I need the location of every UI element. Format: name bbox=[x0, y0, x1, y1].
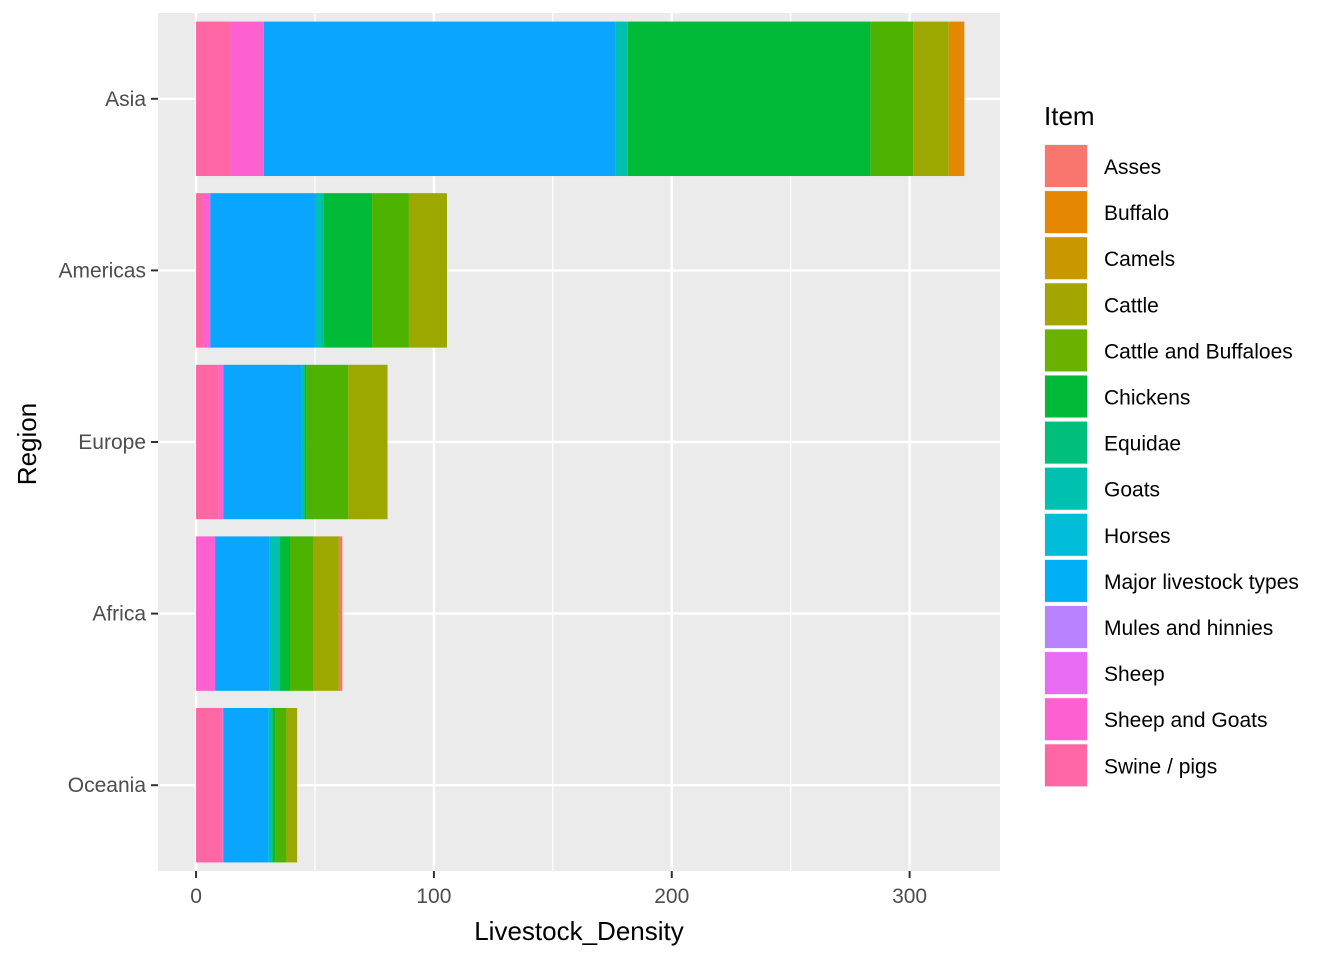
legend-swatch bbox=[1045, 375, 1087, 418]
legend-label: Goats bbox=[1104, 479, 1160, 502]
x-tick-label: 300 bbox=[892, 885, 927, 908]
bar-europe-swine-pigs bbox=[196, 364, 219, 520]
x-tick-label: 200 bbox=[654, 885, 689, 908]
legend-label: Cattle and Buffaloes bbox=[1104, 340, 1293, 363]
legend-title: Item bbox=[1044, 101, 1095, 131]
legend-swatch bbox=[1045, 283, 1087, 326]
y-tick-label: Asia bbox=[105, 88, 146, 111]
bar-europe-goats bbox=[301, 364, 305, 520]
bar-asia-cattle bbox=[913, 21, 949, 177]
x-tick-label: 100 bbox=[416, 885, 451, 908]
bar-americas-major-livestock-types bbox=[210, 193, 315, 348]
legend-swatch bbox=[1045, 652, 1087, 695]
legend-label: Mules and hinnies bbox=[1104, 617, 1273, 640]
legend-swatch bbox=[1045, 191, 1087, 234]
legend-label: Sheep and Goats bbox=[1104, 709, 1267, 732]
legend-swatch bbox=[1045, 329, 1087, 372]
y-tick-label: Oceania bbox=[68, 774, 147, 797]
legend-swatch bbox=[1045, 559, 1087, 602]
bar-asia-goats bbox=[615, 21, 628, 177]
x-axis-title: Livestock_Density bbox=[474, 916, 684, 946]
legend-swatch bbox=[1045, 744, 1087, 787]
bar-europe-chickens bbox=[304, 364, 307, 520]
bar-africa-major-livestock-types bbox=[215, 536, 270, 691]
bar-oceania-major-livestock-types bbox=[223, 707, 269, 863]
legend-swatch bbox=[1045, 698, 1087, 741]
y-tick-label: Americas bbox=[58, 259, 146, 282]
legend-label: Cattle bbox=[1104, 294, 1159, 317]
bar-americas-cattle-and-buffaloes bbox=[372, 193, 409, 348]
bar-africa-cattle-and-buffaloes bbox=[290, 536, 314, 691]
bar-africa-cattle bbox=[313, 536, 339, 691]
bar-americas-goats bbox=[314, 193, 324, 348]
bar-africa-goats bbox=[269, 536, 280, 691]
y-axis: Asia Americas Europe Africa Oceania bbox=[58, 88, 158, 797]
legend-label: Equidae bbox=[1104, 433, 1181, 456]
bar-africa-chickens bbox=[279, 536, 291, 691]
bar-asia-buffalo bbox=[948, 21, 965, 177]
bar-asia-cattle-and-buffaloes bbox=[870, 21, 914, 177]
bar-asia-swine-pigs bbox=[196, 21, 231, 177]
legend-swatch bbox=[1045, 421, 1087, 464]
bar-americas-chickens bbox=[323, 193, 373, 348]
y-tick-label: Europe bbox=[78, 431, 146, 454]
legend-swatch bbox=[1045, 513, 1087, 556]
legend-label: Horses bbox=[1104, 525, 1171, 548]
bar-americas-sheep-and-goats bbox=[203, 193, 211, 348]
legend-label: Chickens bbox=[1104, 387, 1190, 410]
bar-africa-sheep-and-goats bbox=[196, 536, 216, 691]
legend-swatch bbox=[1045, 145, 1087, 187]
bar-africa-asses bbox=[339, 536, 343, 691]
legend-label: Asses bbox=[1104, 156, 1161, 179]
bar-asia-sheep-and-goats bbox=[230, 21, 264, 177]
bar-asia-chickens bbox=[627, 21, 871, 177]
legend-label: Camels bbox=[1104, 248, 1175, 271]
legend-swatch bbox=[1045, 467, 1087, 510]
bar-asia-major-livestock-types bbox=[263, 21, 616, 177]
bar-europe-sheep-and-goats bbox=[218, 364, 224, 520]
bar-europe-cattle-and-buffaloes bbox=[306, 364, 349, 520]
legend-swatch bbox=[1045, 237, 1087, 280]
x-tick-label: 0 bbox=[190, 885, 202, 908]
bars bbox=[196, 21, 965, 863]
bar-oceania-cattle-and-buffaloes bbox=[275, 707, 287, 863]
y-axis-title: Region bbox=[12, 403, 42, 485]
legend-label: Sheep bbox=[1104, 663, 1165, 686]
bar-africa-camels bbox=[338, 536, 340, 691]
bar-oceania-goats bbox=[268, 707, 273, 863]
bar-americas-cattle bbox=[408, 193, 447, 348]
bar-oceania-swine-pigs bbox=[196, 707, 223, 863]
bar-oceania-sheep-and-goats bbox=[222, 707, 224, 863]
legend-label: Major livestock types bbox=[1104, 571, 1299, 594]
legend-swatch bbox=[1045, 606, 1087, 648]
legend: Item Asses Buffalo Camels Cattle Cattle and … bbox=[1044, 101, 1299, 788]
bar-oceania-cattle bbox=[286, 707, 298, 863]
bar-oceania-chickens bbox=[272, 707, 276, 863]
bar-europe-major-livestock-types bbox=[223, 364, 302, 520]
bar-europe-cattle bbox=[348, 364, 388, 520]
bar-americas-swine-pigs bbox=[196, 193, 204, 348]
x-axis: 0 100 200 300 bbox=[190, 871, 927, 908]
legend-label: Swine / pigs bbox=[1104, 755, 1217, 778]
legend-label: Buffalo bbox=[1104, 202, 1169, 225]
y-tick-label: Africa bbox=[92, 603, 146, 626]
